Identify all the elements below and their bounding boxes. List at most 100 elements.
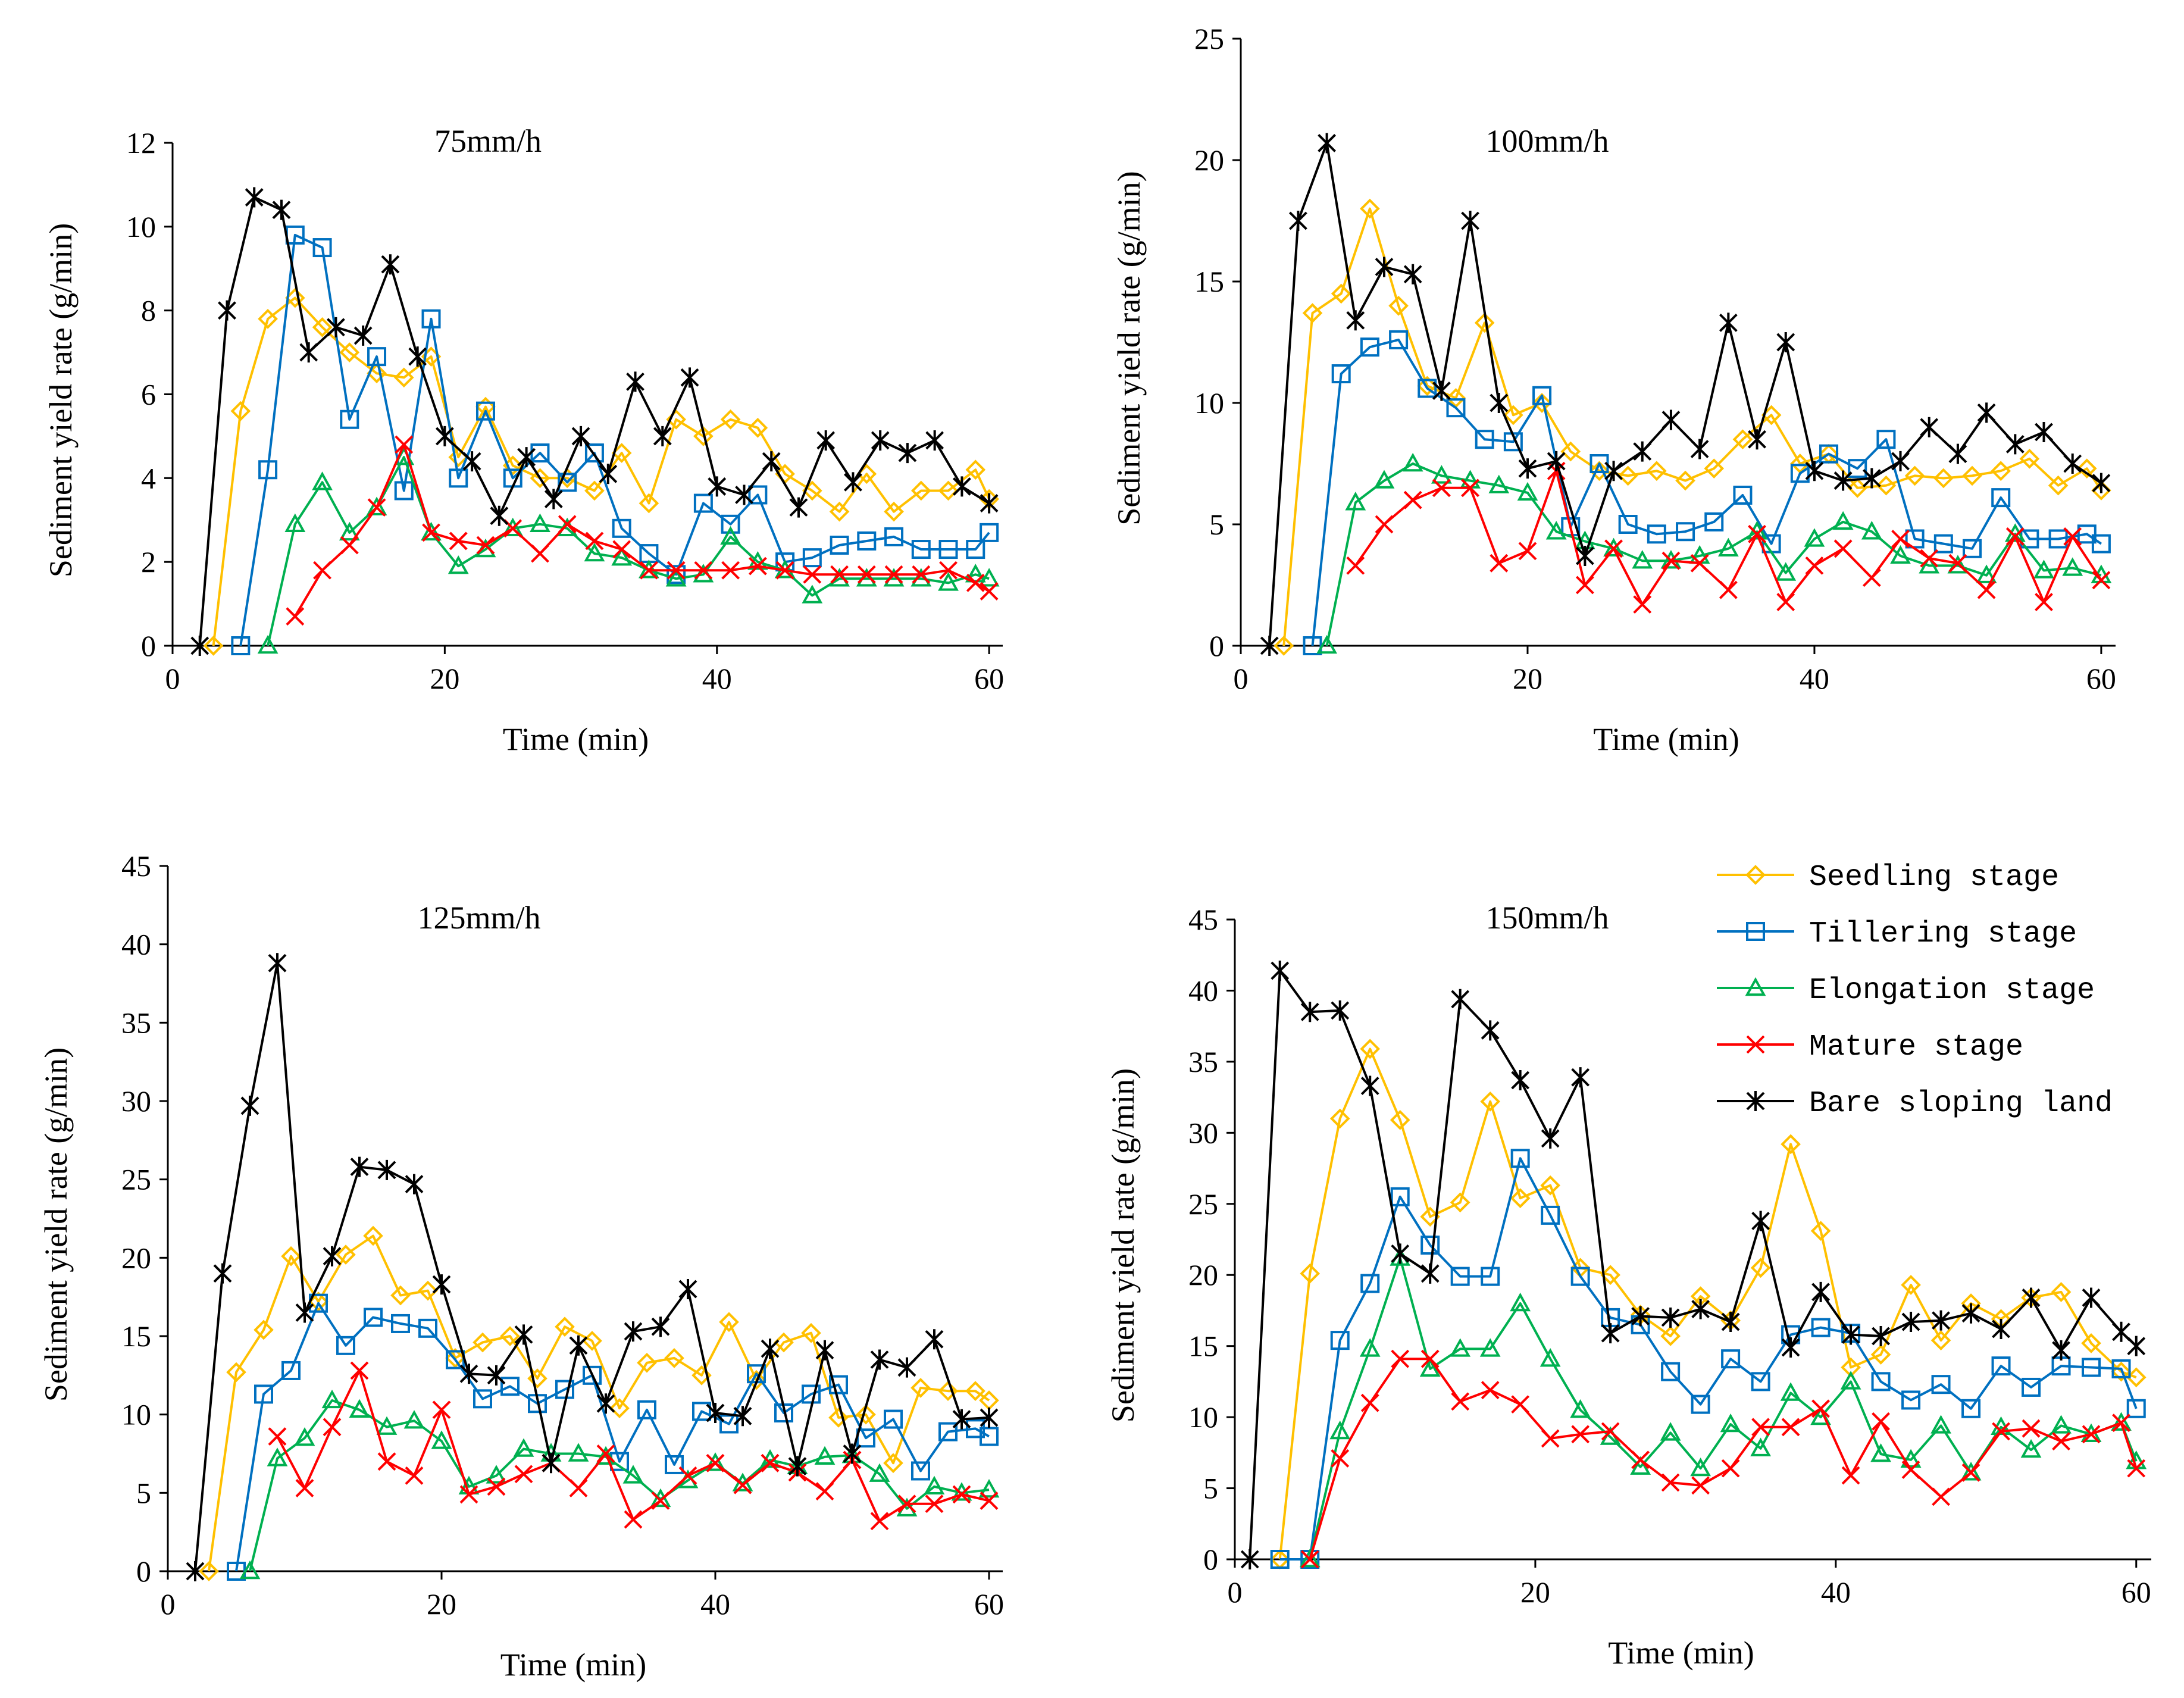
data-point bbox=[884, 527, 904, 546]
data-point bbox=[1402, 452, 1423, 472]
data-point bbox=[1811, 1281, 1831, 1302]
data-point bbox=[1450, 1338, 1471, 1357]
data-point bbox=[939, 561, 958, 580]
data-point bbox=[1660, 1326, 1681, 1346]
series-bare-sloping-land bbox=[186, 953, 999, 1581]
data-point bbox=[313, 561, 331, 580]
y-tick-label: 5 bbox=[1209, 508, 1224, 541]
data-point bbox=[486, 1465, 507, 1484]
data-point bbox=[213, 1263, 232, 1284]
data-point bbox=[230, 401, 251, 421]
data-point bbox=[1540, 1175, 1560, 1196]
data-point bbox=[1904, 465, 1925, 486]
data-point bbox=[966, 573, 985, 592]
data-point bbox=[449, 468, 468, 488]
data-point bbox=[720, 409, 741, 430]
data-point bbox=[2063, 527, 2082, 546]
data-point bbox=[1780, 1382, 1801, 1401]
data-point bbox=[1776, 593, 1795, 611]
data-point bbox=[1601, 1422, 1620, 1441]
data-point bbox=[294, 1427, 315, 1446]
data-point bbox=[1962, 465, 1982, 486]
data-point bbox=[1960, 1462, 1982, 1481]
y-tick-label: 6 bbox=[141, 378, 156, 411]
data-point bbox=[1804, 528, 1825, 547]
data-point bbox=[2022, 1377, 2041, 1397]
data-point bbox=[1790, 464, 1810, 483]
data-point bbox=[449, 531, 468, 551]
data-point bbox=[1901, 1275, 1921, 1295]
legend-entry: Seedling stage bbox=[1809, 861, 2059, 895]
data-point bbox=[1848, 459, 1867, 479]
data-point bbox=[1346, 556, 1365, 575]
x-tick-label: 40 bbox=[700, 1587, 730, 1621]
data-point bbox=[258, 460, 278, 480]
data-point bbox=[870, 1349, 889, 1370]
data-point bbox=[1719, 312, 1738, 333]
data-point bbox=[775, 561, 794, 580]
data-point bbox=[585, 531, 604, 551]
data-point bbox=[558, 473, 577, 492]
data-point bbox=[1271, 961, 1290, 981]
data-point bbox=[1847, 477, 1868, 498]
data-point bbox=[1750, 1258, 1771, 1278]
series-line bbox=[267, 456, 990, 646]
panel-title: 100mm/h bbox=[1485, 123, 1609, 159]
data-point bbox=[240, 1095, 259, 1116]
series-line bbox=[1309, 1256, 2138, 1560]
y-axis-title: Sediment yield rate (g/min) bbox=[1111, 171, 1147, 525]
data-point bbox=[1571, 1067, 1590, 1088]
data-point bbox=[1260, 636, 1279, 656]
data-point bbox=[1601, 1323, 1620, 1344]
data-point bbox=[678, 1466, 697, 1485]
data-point bbox=[965, 564, 986, 583]
data-point bbox=[815, 1482, 834, 1501]
data-point bbox=[245, 187, 264, 208]
data-point bbox=[1490, 554, 1509, 573]
data-point bbox=[403, 1410, 425, 1429]
data-point bbox=[1891, 530, 1910, 548]
data-point bbox=[1805, 556, 1824, 575]
x-tick-label: 40 bbox=[1800, 662, 1829, 695]
data-point bbox=[1274, 636, 1294, 656]
data-point bbox=[418, 1318, 437, 1338]
data-point bbox=[1932, 1487, 1950, 1506]
y-tick-label: 15 bbox=[121, 1319, 151, 1353]
data-point bbox=[721, 514, 740, 534]
data-point bbox=[2048, 475, 2069, 496]
data-point bbox=[431, 1430, 452, 1449]
data-point bbox=[584, 480, 605, 501]
x-tick-label: 20 bbox=[430, 662, 459, 695]
data-point bbox=[445, 1348, 465, 1368]
data-point bbox=[2035, 421, 2053, 442]
legend-marker bbox=[1746, 1091, 1765, 1111]
data-point bbox=[1991, 461, 2011, 481]
data-point bbox=[596, 1393, 615, 1414]
data-point bbox=[1704, 512, 1724, 531]
y-tick-label: 25 bbox=[121, 1163, 151, 1196]
data-point bbox=[1819, 444, 1839, 464]
data-point bbox=[884, 501, 904, 522]
data-point bbox=[2112, 1321, 2130, 1342]
data-point bbox=[910, 1378, 931, 1398]
data-point bbox=[720, 526, 741, 545]
data-point bbox=[1331, 283, 1351, 304]
data-point bbox=[1631, 1306, 1650, 1327]
data-point bbox=[624, 1510, 643, 1529]
data-point bbox=[1862, 468, 1881, 489]
data-point bbox=[1833, 539, 1853, 558]
data-point bbox=[1390, 1187, 1410, 1206]
data-point bbox=[268, 953, 287, 974]
data-point bbox=[1299, 1548, 1321, 1568]
data-point bbox=[1270, 1550, 1290, 1569]
y-tick-label: 10 bbox=[121, 1398, 151, 1431]
data-point bbox=[1963, 539, 1982, 558]
data-point bbox=[978, 1478, 1000, 1498]
data-point bbox=[829, 501, 850, 522]
data-point bbox=[1432, 479, 1451, 498]
data-point bbox=[1721, 1349, 1741, 1369]
data-point bbox=[1302, 303, 1323, 323]
data-point bbox=[272, 199, 291, 220]
data-point bbox=[555, 1380, 574, 1399]
y-tick-label: 25 bbox=[1194, 22, 1224, 55]
